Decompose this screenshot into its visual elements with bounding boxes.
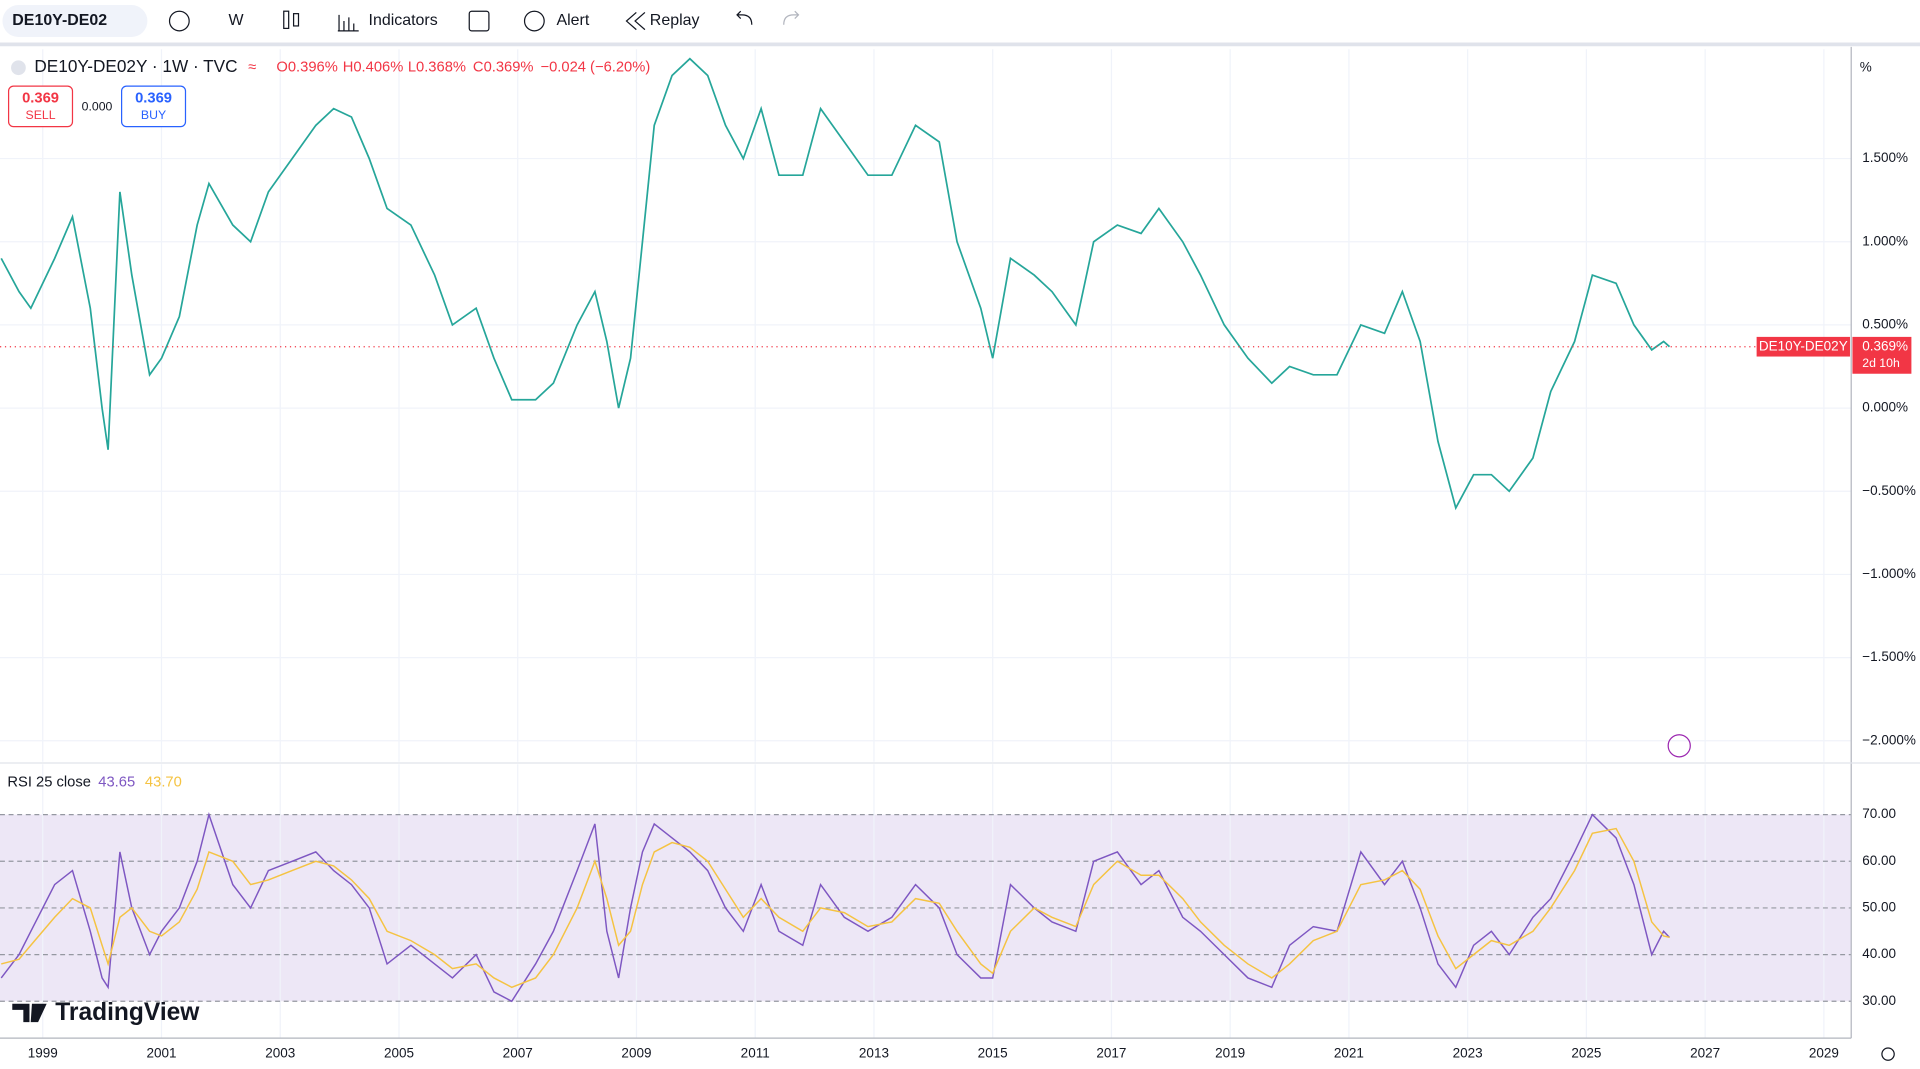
legend-change: −0.024 (−6.20%) <box>540 60 650 76</box>
rsi-value: 43.65 <box>98 775 135 791</box>
layouts[interactable] <box>468 10 490 32</box>
x-tick-label: 2029 <box>1809 1046 1839 1061</box>
settings[interactable] <box>1881 1047 1895 1061</box>
legend-close: C0.369% <box>473 60 534 76</box>
replay[interactable]: Replay <box>650 12 700 29</box>
x-tick-label: 2019 <box>1215 1046 1245 1061</box>
y-tick-label: −2.000% <box>1862 732 1916 747</box>
y-tick-label: 0.500% <box>1862 316 1908 331</box>
x-tick-label: 2007 <box>503 1046 533 1061</box>
x-tick-label: 2009 <box>621 1046 651 1061</box>
buy-label[interactable]: BUY <box>141 108 166 122</box>
chart-type-icon <box>292 13 300 27</box>
plot-area: 1.500% 1.000% 0.500% 0.000% −0.500% −1.000% −1… <box>0 46 1920 1061</box>
alert[interactable]: Alert <box>556 12 589 29</box>
y-tick-label: 70.00 <box>1862 806 1896 821</box>
add-symbol[interactable] <box>168 10 190 32</box>
alert-icon <box>523 10 545 32</box>
rsi-ma-value: 43.70 <box>145 775 182 791</box>
x-tick-label: 2017 <box>1096 1046 1126 1061</box>
y-tick-label: 1.500% <box>1862 150 1908 165</box>
toolbar <box>0 0 1920 42</box>
overlay: DE10Y-DE02Y · 1W · TVC ≈ O0.396% H0.406%… <box>7 56 1895 1061</box>
y-tick-label: −1.000% <box>1862 566 1916 581</box>
x-tick-label: 2015 <box>978 1046 1008 1061</box>
y-tick-label: 60.00 <box>1862 853 1896 868</box>
sell-label[interactable]: SELL <box>26 108 56 122</box>
x-tick-label: 2023 <box>1453 1046 1483 1061</box>
y-tick-label: 30.00 <box>1862 993 1896 1008</box>
spread: 0.000 <box>82 99 113 113</box>
x-tick-label: 2011 <box>741 1046 770 1061</box>
y-tick-label: 40.00 <box>1862 946 1896 961</box>
legend-high: H0.406% <box>343 60 404 76</box>
chart-type[interactable] <box>283 10 290 30</box>
price-tag-label: 0.369% <box>1862 338 1908 353</box>
indicators[interactable]: Indicators <box>369 12 438 29</box>
y-tick-label: −0.500% <box>1862 483 1916 498</box>
indicators-icon <box>337 14 359 32</box>
symbol-tag <box>1756 336 1850 357</box>
buy-button[interactable] <box>120 85 187 128</box>
symbol[interactable]: DE10Y-DE02 <box>12 12 107 29</box>
x-tick-label: 2025 <box>1571 1046 1601 1061</box>
unit: % <box>1860 59 1872 74</box>
x-tick-label: 2005 <box>384 1046 414 1061</box>
countdown: 2d 10h <box>1862 356 1900 370</box>
branding: TradingView <box>55 999 200 1026</box>
y-tick-label: −1.500% <box>1862 649 1916 664</box>
price-tag <box>1852 336 1912 374</box>
x-tick-label: 2013 <box>859 1046 889 1061</box>
x-tick-label: 2003 <box>265 1046 295 1061</box>
replay-icon <box>625 11 646 31</box>
y-tick-label: 0.000% <box>1862 400 1908 415</box>
y-tick-label: 1.000% <box>1862 233 1908 248</box>
symbol-tag-label: DE10Y-DE02Y <box>1759 338 1848 353</box>
legend-icon: ≈ <box>248 60 256 76</box>
buy-price[interactable]: 0.369 <box>135 90 172 106</box>
legend-low: L0.368% <box>408 60 466 76</box>
redo[interactable] <box>783 10 800 25</box>
x-tick-label: 1999 <box>28 1046 58 1061</box>
x-tick-label: 2021 <box>1334 1046 1364 1061</box>
rsi-title: RSI 25 close <box>7 775 91 791</box>
series-line <box>0 57 1671 511</box>
flash-icon[interactable] <box>1667 734 1691 758</box>
symbol-logo <box>11 60 26 76</box>
x-tick-label: 2027 <box>1690 1046 1720 1061</box>
symbol-search[interactable] <box>2 5 148 37</box>
series-line <box>1 827 1670 989</box>
legend-open: O0.396% <box>276 60 337 76</box>
sell-button[interactable] <box>7 85 74 128</box>
undo[interactable] <box>736 10 753 25</box>
legend-title: DE10Y-DE02Y · 1W · TVC <box>34 56 237 76</box>
sell-price[interactable]: 0.369 <box>22 90 59 106</box>
x-tick-label: 2001 <box>146 1046 176 1061</box>
y-tick-label: 50.00 <box>1862 900 1896 915</box>
interval[interactable]: W <box>228 12 243 29</box>
logo-mark <box>12 1003 47 1023</box>
